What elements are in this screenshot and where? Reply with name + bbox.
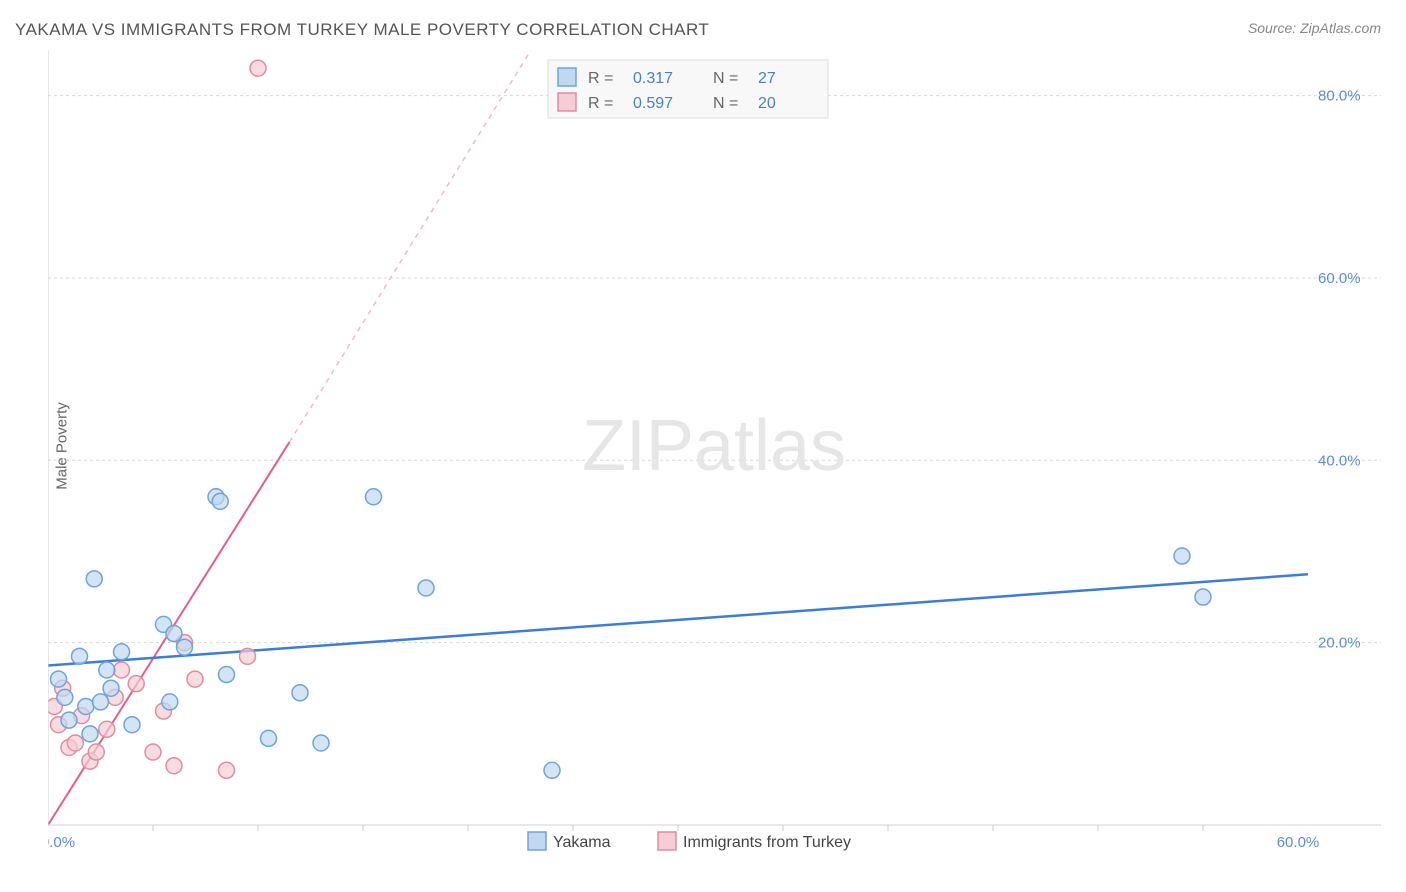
data-point bbox=[366, 489, 382, 505]
data-point bbox=[166, 626, 182, 642]
data-point bbox=[86, 571, 102, 587]
data-point bbox=[72, 648, 88, 664]
data-point bbox=[177, 639, 193, 655]
scatter-points-blue bbox=[51, 489, 1212, 779]
svg-text:60.0%: 60.0% bbox=[1277, 834, 1320, 851]
data-point bbox=[57, 689, 73, 705]
svg-text:40.0%: 40.0% bbox=[1318, 452, 1361, 469]
data-point bbox=[544, 762, 560, 778]
legend-top: R = 0.317 N = 27 R = 0.597 N = 20 bbox=[548, 60, 828, 118]
data-point bbox=[219, 762, 235, 778]
data-point bbox=[1174, 548, 1190, 564]
data-point bbox=[128, 676, 144, 692]
legend-bottom-label-pink: Immigrants from Turkey bbox=[683, 834, 851, 851]
data-point bbox=[114, 662, 130, 678]
trend-line-blue bbox=[48, 574, 1308, 665]
watermark-atlas: atlas bbox=[694, 406, 846, 486]
trend-line-pink-dashed bbox=[290, 50, 532, 442]
chart-container: 20.0%40.0%60.0%80.0% ZIPatlas 0.0%60.0% … bbox=[48, 50, 1381, 857]
data-point bbox=[261, 730, 277, 746]
svg-text:60.0%: 60.0% bbox=[1318, 270, 1361, 287]
legend-n-label-2: N = bbox=[713, 95, 738, 112]
data-point bbox=[1195, 589, 1211, 605]
svg-text:80.0%: 80.0% bbox=[1318, 88, 1361, 105]
legend-bottom: Yakama Immigrants from Turkey bbox=[528, 832, 851, 851]
legend-r-label: R = bbox=[588, 70, 613, 87]
gridlines: 20.0% 40.0% 60.0% 80.0% bbox=[48, 88, 1381, 652]
scatter-chart: 20.0%40.0%60.0%80.0% ZIPatlas 0.0%60.0% … bbox=[48, 50, 1381, 857]
svg-text:0.0%: 0.0% bbox=[48, 834, 75, 851]
data-point bbox=[166, 758, 182, 774]
legend-swatch-blue-icon bbox=[558, 68, 576, 86]
data-point bbox=[67, 735, 83, 751]
data-point bbox=[162, 694, 178, 710]
legend-swatch-pink-icon bbox=[558, 93, 576, 111]
data-point bbox=[88, 744, 104, 760]
legend-bottom-swatch-pink-icon bbox=[658, 832, 676, 850]
legend-n-value-pink: 20 bbox=[758, 95, 776, 112]
svg-text:ZIPatlas: ZIPatlas bbox=[582, 406, 846, 486]
data-point bbox=[187, 671, 203, 687]
legend-n-value-blue: 27 bbox=[758, 70, 776, 87]
data-point bbox=[145, 744, 161, 760]
legend-bottom-swatch-blue-icon bbox=[528, 832, 546, 850]
data-point bbox=[61, 712, 77, 728]
data-point bbox=[51, 671, 67, 687]
data-point bbox=[250, 60, 266, 76]
legend-bottom-label-blue: Yakama bbox=[553, 834, 611, 851]
data-point bbox=[219, 667, 235, 683]
data-point bbox=[78, 698, 94, 714]
data-point bbox=[99, 662, 115, 678]
chart-title: YAKAMA VS IMMIGRANTS FROM TURKEY MALE PO… bbox=[15, 20, 709, 40]
watermark: ZIPatlas bbox=[582, 406, 846, 486]
data-point bbox=[418, 580, 434, 596]
data-point bbox=[93, 694, 109, 710]
data-point bbox=[212, 493, 228, 509]
legend-r-label-2: R = bbox=[588, 95, 613, 112]
legend-r-value-blue: 0.317 bbox=[633, 70, 673, 87]
watermark-zip: ZIP bbox=[582, 406, 694, 486]
svg-text:20.0%: 20.0% bbox=[1318, 635, 1361, 652]
data-point bbox=[240, 648, 256, 664]
legend-n-label: N = bbox=[713, 70, 738, 87]
source-attribution: Source: ZipAtlas.com bbox=[1248, 20, 1381, 36]
data-point bbox=[103, 680, 119, 696]
data-point bbox=[114, 644, 130, 660]
data-point bbox=[99, 721, 115, 737]
data-point bbox=[292, 685, 308, 701]
data-point bbox=[82, 726, 98, 742]
data-point bbox=[124, 717, 140, 733]
data-point bbox=[313, 735, 329, 751]
legend-r-value-pink: 0.597 bbox=[633, 95, 673, 112]
